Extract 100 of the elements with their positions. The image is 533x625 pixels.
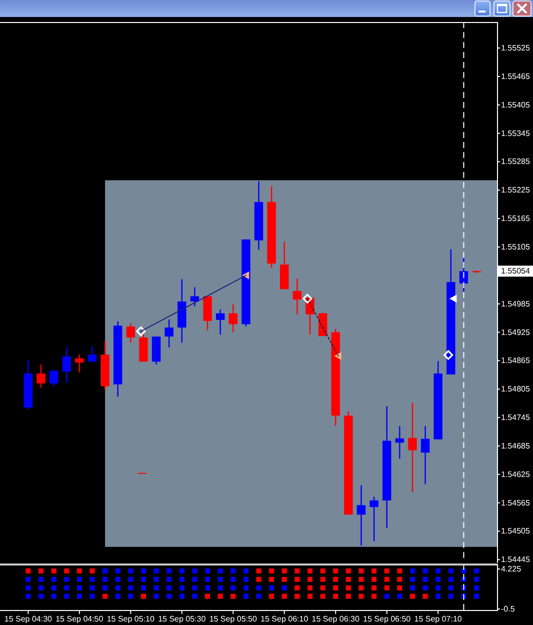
point — [448, 594, 454, 599]
y-tick-label: 1.54625 — [501, 470, 530, 479]
point — [90, 568, 95, 574]
point — [76, 568, 82, 574]
x-tick-label: 15 Sep 04:30 — [4, 614, 53, 624]
point — [333, 568, 338, 574]
candlestick — [228, 304, 238, 333]
point — [230, 576, 236, 582]
y-tick-label: 1.54925 — [501, 328, 530, 337]
point — [422, 576, 428, 582]
x-tick-label: 15 Sep 04:50 — [56, 614, 104, 624]
point — [358, 568, 364, 574]
point — [397, 568, 402, 574]
point — [154, 594, 159, 599]
candlestick — [370, 496, 378, 542]
x-tick-label: 15 Sep 05:30 — [158, 614, 206, 624]
point — [154, 576, 159, 582]
point — [115, 594, 120, 599]
point — [384, 568, 390, 574]
y-tick-label: 1.55465 — [501, 72, 530, 81]
point — [38, 576, 44, 582]
y-tick-label: 1.54505 — [501, 526, 530, 536]
point — [51, 568, 56, 574]
point — [102, 585, 108, 590]
point — [76, 585, 82, 590]
point — [320, 568, 326, 574]
x-tick-label: 15 Sep 06:50 — [363, 614, 412, 624]
y-tick-label: 1.54745 — [501, 413, 530, 422]
candlestick — [395, 425, 404, 460]
point — [243, 594, 248, 599]
x-tick-label: 15 Sep 06:30 — [312, 614, 360, 624]
candlestick — [49, 370, 58, 387]
point — [474, 576, 480, 582]
point — [218, 585, 223, 590]
point — [38, 594, 44, 599]
point — [128, 576, 134, 582]
point — [90, 585, 95, 590]
point — [192, 576, 198, 582]
candlestick — [408, 402, 417, 492]
point — [64, 568, 70, 574]
point — [422, 585, 428, 590]
point — [436, 585, 441, 590]
point — [90, 576, 95, 582]
candlestick — [216, 308, 225, 336]
y-tick-label: 1.54565 — [501, 498, 530, 508]
point — [90, 594, 95, 599]
point — [26, 576, 31, 582]
point — [115, 576, 120, 582]
point — [410, 585, 415, 590]
y-tick-label: 1.55345 — [501, 128, 530, 138]
point — [410, 576, 415, 582]
candlestick — [356, 484, 366, 546]
x-tick-label: 15 Sep 05:50 — [209, 614, 258, 624]
point — [436, 594, 441, 599]
point — [179, 585, 184, 590]
point — [230, 585, 236, 590]
y-tick-label: 1.54865 — [501, 356, 530, 366]
point — [192, 585, 198, 590]
point — [269, 568, 274, 574]
point — [38, 568, 44, 574]
point — [76, 576, 82, 582]
point — [179, 594, 184, 599]
point — [282, 585, 287, 590]
y-tick-label: 1.54805 — [501, 384, 530, 394]
point — [205, 585, 210, 590]
point — [102, 576, 108, 582]
y-tick-label: 1.55225 — [501, 186, 530, 195]
candlestick — [420, 425, 430, 485]
point — [51, 576, 56, 582]
y-tick-label: -0.5 — [501, 604, 516, 614]
point — [448, 576, 454, 582]
point — [38, 585, 44, 590]
point — [115, 585, 120, 590]
point — [64, 594, 70, 599]
point — [243, 576, 248, 582]
point — [140, 576, 146, 582]
point — [76, 594, 82, 599]
point — [307, 568, 312, 574]
point — [128, 594, 134, 599]
candlestick — [164, 318, 174, 348]
annotation: 1.55054 — [501, 266, 530, 276]
point — [282, 568, 287, 574]
candlestick — [36, 364, 46, 388]
point — [51, 585, 56, 590]
point — [140, 585, 146, 590]
point — [166, 576, 172, 582]
y-tick-label: 1.55525 — [501, 44, 530, 53]
point — [384, 594, 390, 599]
point — [397, 594, 402, 599]
point — [64, 585, 70, 590]
point — [448, 585, 454, 590]
x-tick-label: 15 Sep 05:10 — [106, 614, 155, 624]
point — [64, 576, 70, 582]
point — [128, 585, 134, 590]
candlestick — [62, 346, 71, 384]
point — [205, 576, 210, 582]
point — [436, 576, 441, 582]
y-tick-label: 1.55105 — [501, 242, 530, 252]
point — [26, 585, 31, 590]
y-tick-label: 4.225 — [501, 564, 522, 574]
